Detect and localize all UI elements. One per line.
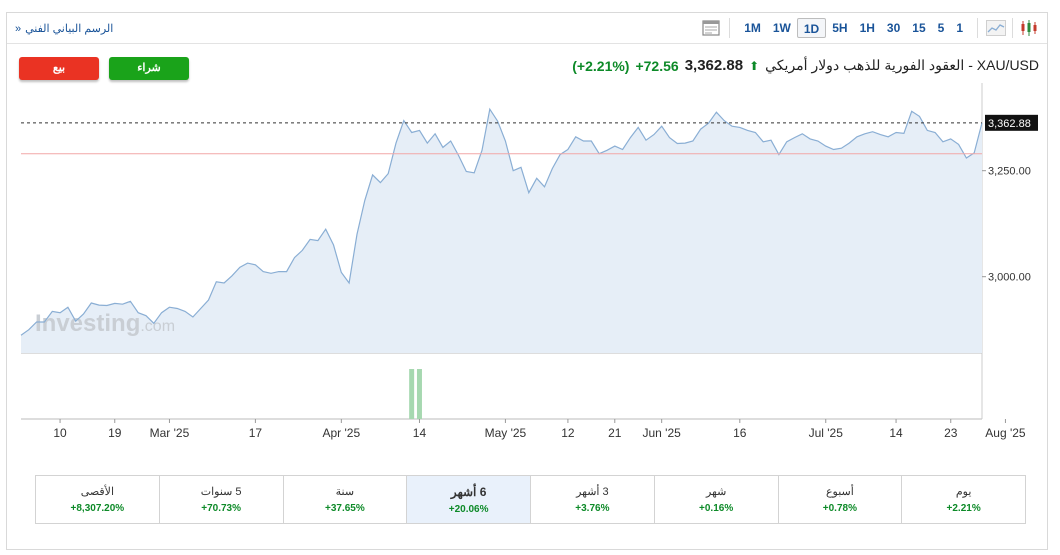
- change-value: +72.56: [635, 57, 679, 74]
- x-tick-label: 10: [53, 426, 67, 440]
- timeframe-1h[interactable]: 1H: [859, 21, 875, 35]
- period-cell[interactable]: أسبوع +0.78%: [779, 476, 903, 523]
- x-tick-label: May '25: [485, 426, 527, 440]
- x-tick-label: Jul '25: [809, 426, 844, 440]
- period-label: يوم: [955, 486, 972, 498]
- x-tick-label: Apr '25: [323, 426, 361, 440]
- period-cell[interactable]: شهر +0.16%: [655, 476, 779, 523]
- y-tick-label: 3,250.00: [988, 166, 1031, 178]
- x-tick-label: Mar '25: [150, 426, 190, 440]
- period-label: 5 سنوات: [200, 486, 242, 498]
- change-percent: (+2.21%): [572, 57, 630, 74]
- period-value: +8,307.20%: [70, 503, 125, 514]
- timeframe-1[interactable]: 1: [956, 21, 963, 35]
- price-chart[interactable]: Investing.com 3,362.88 3,000.00 3,250.00 10 1…: [7, 13, 1049, 463]
- period-cell[interactable]: 3 أشهر +3.76%: [531, 476, 655, 523]
- chart-widget: » الرسم البياني الفني 1M 1W 1D 5H 1H 30 15 5 1: [6, 12, 1048, 550]
- x-tick-label: 17: [249, 426, 263, 440]
- timeframe-1w[interactable]: 1W: [772, 21, 791, 35]
- instrument-title: XAU/USD - العقود الفورية للذهب دولار أمر…: [765, 57, 1039, 73]
- period-label: 6 أشهر: [450, 485, 487, 499]
- x-tick-label: 21: [608, 426, 622, 440]
- period-value: +37.65%: [324, 503, 365, 514]
- chart-toolbar: » الرسم البياني الفني 1M 1W 1D 5H 1H 30 15 5 1: [7, 13, 1047, 44]
- period-value: +20.06%: [448, 504, 489, 515]
- area-chart-icon[interactable]: [986, 18, 1006, 38]
- buy-button[interactable]: شراء: [109, 57, 189, 80]
- period-label: الأقصى: [80, 486, 115, 498]
- period-cell[interactable]: سنة +37.65%: [284, 476, 408, 523]
- timeframe-5[interactable]: 5: [937, 21, 945, 35]
- period-value: +0.16%: [699, 503, 734, 514]
- period-value: +3.76%: [575, 503, 610, 514]
- sell-button[interactable]: بيع: [19, 57, 99, 80]
- period-label: 3 أشهر: [576, 486, 609, 498]
- timeframe-list: 1M 1W 1D 5H 1H 30 15 5 1: [738, 18, 969, 38]
- double-chevron-right-icon: »: [15, 22, 22, 35]
- period-cell[interactable]: الأقصى +8,307.20%: [36, 476, 160, 523]
- x-tick-label: 16: [733, 426, 747, 440]
- timeframe-5h[interactable]: 5H: [832, 21, 848, 35]
- x-tick-label: Jun '25: [643, 426, 682, 440]
- x-tick-label: 14: [889, 426, 903, 440]
- x-tick-label: 19: [108, 426, 122, 440]
- period-cell[interactable]: يوم +2.21%: [902, 476, 1025, 523]
- timeframe-1d[interactable]: 1D: [796, 18, 827, 38]
- current-price: 3,362.88: [684, 57, 744, 74]
- period-value: +70.73%: [201, 503, 241, 514]
- investing-watermark-logo: Investing.com: [35, 310, 175, 337]
- x-tick-label: 23: [944, 426, 958, 440]
- price-area: [21, 109, 982, 353]
- period-label: أسبوع: [825, 486, 854, 498]
- period-cell[interactable]: 6 أشهر +20.06%: [407, 476, 531, 523]
- candlestick-icon[interactable]: [1019, 18, 1039, 38]
- volume-bar: [416, 369, 422, 419]
- volume-bar: [409, 369, 415, 419]
- period-value: +0.78%: [822, 503, 857, 514]
- breadcrumb[interactable]: » الرسم البياني الفني: [15, 22, 114, 36]
- timeframe-30[interactable]: 30: [886, 21, 901, 35]
- x-tick-label: 14: [413, 426, 427, 440]
- price-line: [20, 107, 983, 336]
- last-price-label: 3,362.88: [988, 118, 1031, 130]
- up-arrow-icon: ⬆: [749, 58, 760, 73]
- period-label: سنة: [335, 486, 355, 498]
- last-price-tag: [985, 114, 1038, 131]
- timeframe-group: 1M 1W 1D 5H 1H 30 15 5 1: [701, 17, 1039, 39]
- y-tick-label: 3,000.00: [988, 272, 1031, 284]
- period-cell[interactable]: 5 سنوات +70.73%: [160, 476, 284, 523]
- performance-periods: الأقصى +8,307.20% 5 سنوات +70.73% سنة +37.65%…: [35, 475, 1026, 524]
- timeframe-1m[interactable]: 1M: [744, 21, 761, 35]
- period-value: +2.21%: [946, 503, 981, 514]
- table-view-icon[interactable]: [701, 18, 721, 38]
- x-tick-label: 12: [561, 426, 575, 440]
- timeframe-15[interactable]: 15: [912, 21, 926, 35]
- price-header: (+2.21%) +72.56 3,362.88 ⬆ XAU/USD - الع…: [572, 57, 1039, 74]
- breadcrumb-label[interactable]: الرسم البياني الفني: [25, 23, 114, 35]
- period-label: شهر: [705, 486, 727, 498]
- x-tick-label: Aug '25: [985, 426, 1026, 440]
